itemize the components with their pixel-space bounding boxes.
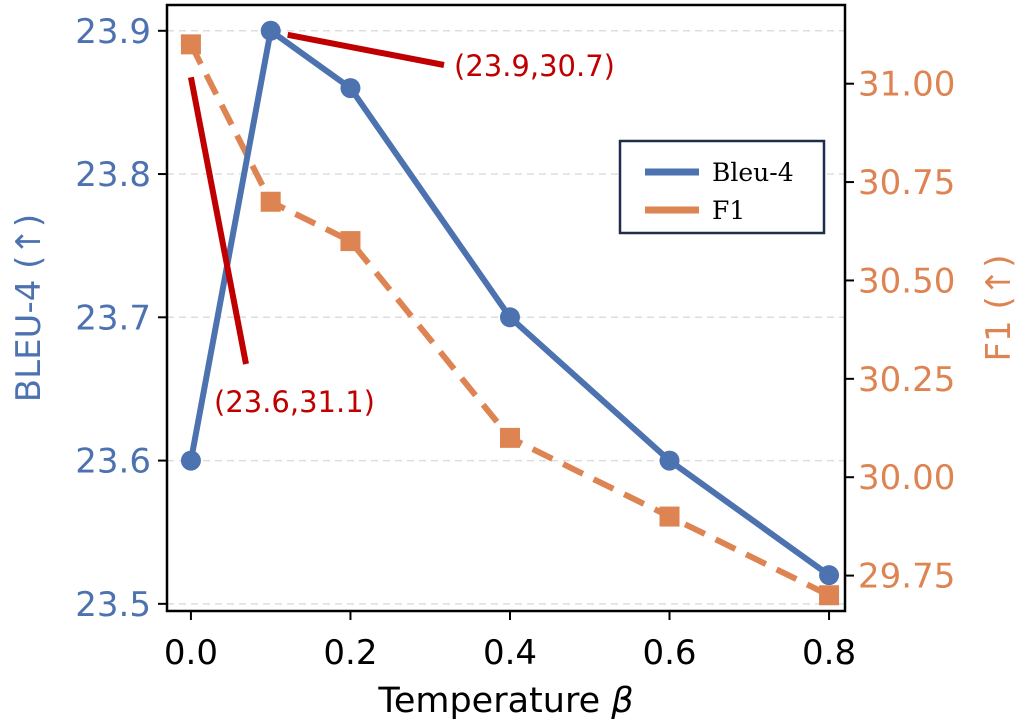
right-tick-label: 30.00: [858, 458, 955, 498]
data-point: [180, 34, 201, 55]
x-tick-label: 0.8: [802, 633, 856, 673]
data-point: [340, 78, 361, 99]
series-line-f1: [188, 42, 831, 598]
right-axis-label: F1 (↑): [979, 254, 1019, 361]
annotation-line-1: [187, 76, 249, 365]
right-tick-label: 31.00: [858, 65, 955, 105]
left-tick-label: 23.9: [75, 12, 151, 52]
data-point: [819, 565, 840, 586]
data-point: [499, 307, 520, 328]
left-tick-label: 23.6: [75, 442, 151, 482]
x-axis-label: Temperature β: [377, 681, 633, 721]
legend: Bleu-4 F1: [618, 139, 826, 235]
x-tick-label: 0.2: [323, 633, 377, 673]
data-point: [180, 450, 201, 471]
annotation-lines: [187, 31, 445, 365]
annotation-label-1: (23.6,31.1): [214, 385, 375, 419]
legend-label-f1: F1: [712, 196, 745, 225]
data-point: [659, 450, 680, 471]
right-tick-label: 30.25: [858, 360, 955, 400]
data-point: [819, 585, 840, 606]
x-tick-label: 0.6: [642, 633, 696, 673]
series-line-bleu-4: [187, 27, 831, 578]
x-tick-label: 0.4: [483, 633, 537, 673]
series-f1: [180, 34, 840, 606]
data-point: [499, 427, 520, 448]
axes: 23.5 23.6 23.7 23.8 23.9 29.75 30.00 30.25 30.50…: [75, 12, 955, 673]
left-axis-label: BLEU-4 (↑): [9, 214, 49, 402]
data-point: [260, 191, 281, 212]
annotation-line-2: [287, 31, 445, 68]
x-tick-label: 0.0: [164, 633, 218, 673]
legend-label-bleu-4: Bleu-4: [712, 158, 794, 187]
left-tick-label: 23.5: [75, 585, 151, 625]
right-tick-label: 29.75: [858, 557, 955, 597]
plot-frame: [165, 3, 847, 613]
right-tick-label: 30.75: [858, 163, 955, 203]
series-bleu-4: [180, 20, 840, 586]
annotation-label-2: (23.9,30.7): [454, 49, 615, 83]
data-point: [340, 231, 361, 252]
legend-frame: [618, 139, 826, 235]
data-point: [659, 506, 680, 527]
left-tick-label: 23.7: [75, 298, 151, 338]
right-tick-label: 30.50: [858, 261, 955, 301]
data-point: [260, 20, 281, 41]
left-tick-label: 23.8: [75, 155, 151, 195]
